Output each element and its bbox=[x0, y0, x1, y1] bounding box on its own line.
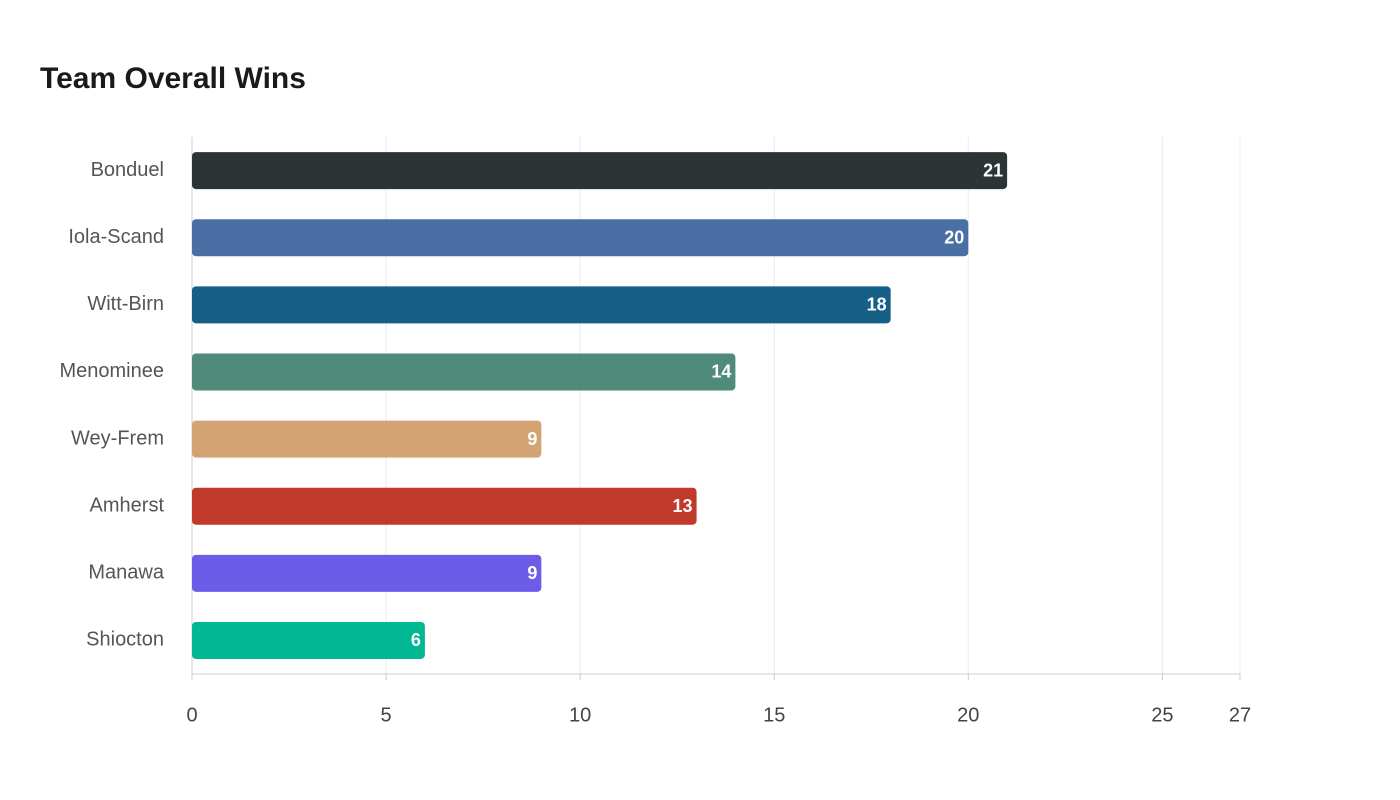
bar bbox=[192, 487, 697, 525]
value-label: 9 bbox=[527, 429, 537, 449]
x-tick-label: 10 bbox=[569, 704, 591, 726]
x-tick-label: 5 bbox=[381, 704, 392, 726]
bar bbox=[192, 286, 891, 324]
y-tick-label: Bonduel bbox=[91, 159, 164, 181]
bar bbox=[192, 353, 736, 391]
y-tick-label: Manawa bbox=[88, 562, 164, 584]
x-tick-label: 25 bbox=[1151, 704, 1173, 726]
x-tick-label: 0 bbox=[186, 704, 197, 726]
value-label: 9 bbox=[527, 563, 537, 583]
x-tick-label: 15 bbox=[763, 704, 785, 726]
chart-title: Team Overall Wins bbox=[40, 62, 306, 95]
value-label: 20 bbox=[944, 227, 964, 247]
y-tick-label: Iola-Scand bbox=[68, 226, 164, 248]
bar bbox=[192, 152, 1008, 190]
value-label: 14 bbox=[711, 362, 731, 382]
bar bbox=[192, 420, 542, 458]
x-tick-label: 20 bbox=[957, 704, 979, 726]
y-tick-label: Shiocton bbox=[86, 629, 164, 651]
y-tick-label: Witt-Birn bbox=[87, 293, 164, 315]
y-tick-label: Wey-Frem bbox=[71, 427, 164, 449]
bar bbox=[192, 219, 969, 257]
value-label: 13 bbox=[673, 496, 693, 516]
value-label: 6 bbox=[411, 630, 421, 650]
bar bbox=[192, 554, 542, 592]
value-label: 18 bbox=[867, 295, 887, 315]
bar bbox=[192, 621, 425, 659]
y-tick-label: Menominee bbox=[59, 360, 164, 382]
value-label: 21 bbox=[983, 160, 1003, 180]
y-tick-label: Amherst bbox=[90, 494, 165, 516]
x-tick-label: 27 bbox=[1229, 704, 1251, 726]
